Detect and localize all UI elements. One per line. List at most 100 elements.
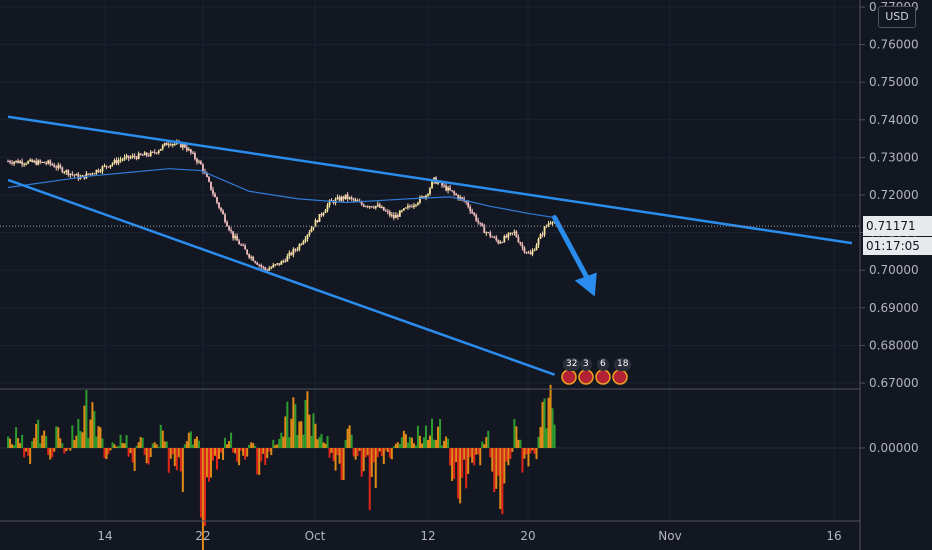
candle-body [338,197,341,201]
candle-body [131,155,134,158]
osc-bar [238,448,241,466]
moving-average-layer [7,168,555,219]
event-count-badge[interactable]: 18 [614,358,632,371]
candle-body [475,215,478,221]
candle-body [461,197,464,199]
osc-bar [471,448,474,463]
time-tick-label: 22 [195,529,210,543]
osc-bar [505,448,508,462]
osc-bar [284,416,287,448]
osc-bar [426,440,429,448]
candle-body [449,187,451,191]
candle-body [117,160,120,164]
candle-body [123,157,126,160]
osc-bar [264,448,267,466]
candle-body [27,161,30,164]
event-flag-icon[interactable] [612,369,628,385]
candle-body [113,159,116,164]
candle-body [121,159,124,161]
candle-body [262,266,265,268]
event-flag-icon[interactable] [561,369,577,385]
candle-body [220,207,222,211]
candle-body [314,220,317,228]
osc-bar [268,448,271,452]
candle-body [290,252,293,255]
osc-bar [278,438,281,448]
osc-bar [392,446,395,448]
candle-body [125,155,128,158]
candle-body [451,190,454,192]
osc-bar [157,446,160,448]
candle-body [41,161,44,163]
candle-body [423,196,425,199]
osc-bar [75,435,78,448]
candle-body [194,153,196,159]
event-flag-icon[interactable] [578,369,594,385]
candle-body [238,240,241,245]
osc-bar [37,419,40,448]
osc-bar [314,423,317,448]
osc-bar [183,444,186,448]
osc-bar [115,446,118,448]
candle-body [99,171,102,173]
osc-bar [49,448,52,460]
osc-bar [451,448,454,481]
candle-body [210,181,212,190]
candle-body [272,264,275,268]
candle-body [388,211,391,216]
candle-body [59,165,62,168]
osc-bar [131,448,134,463]
candle-body [394,215,397,219]
osc-bar [113,444,116,448]
event-count-badge[interactable]: 32 [563,358,581,371]
candle-body [196,158,198,163]
osc-bar [330,448,333,453]
osc-bar [459,448,462,504]
candle-body [224,214,226,223]
candle-body [246,249,249,255]
osc-bar [316,439,319,448]
candle-body [274,264,277,266]
osc-bar [489,448,492,458]
osc-bar [372,448,375,463]
osc-bar [406,442,409,448]
osc-bar [103,448,106,459]
candle-body [163,143,166,146]
osc-bar [467,448,470,474]
candle-body [519,242,522,245]
osc-bar [441,445,444,448]
currency-button[interactable]: USD [878,6,916,28]
osc-bar [282,436,285,448]
osc-bar [230,432,233,448]
candle-body [549,223,552,225]
osc-bar [135,445,138,448]
osc-bar [117,445,120,448]
osc-bar [396,442,399,448]
candle-body [77,174,80,179]
osc-bar [218,448,221,459]
osc-bar [521,448,524,473]
osc-bar [177,448,180,458]
price-tick-label: 0.73000 [869,150,919,164]
osc-bar [266,448,269,459]
osc-bar [95,436,98,448]
osc-bar [246,448,249,457]
candle-body [105,165,108,167]
candle-body [515,231,518,238]
osc-bar [107,448,110,455]
candle-body [455,193,458,196]
osc-bar [445,436,448,448]
event-count-badge[interactable]: 3 [580,358,592,371]
event-flag-icon[interactable] [595,369,611,385]
candle-body [298,244,301,250]
osc-bar [541,401,544,448]
osc-bar [236,448,239,462]
event-count-badge[interactable]: 6 [597,358,609,371]
osc-bar [501,448,504,515]
osc-bar [288,437,291,448]
candle-body [228,226,230,231]
osc-bar [404,434,407,448]
candle-body [513,231,516,233]
candle-body [202,164,204,172]
candle-body [531,250,534,255]
